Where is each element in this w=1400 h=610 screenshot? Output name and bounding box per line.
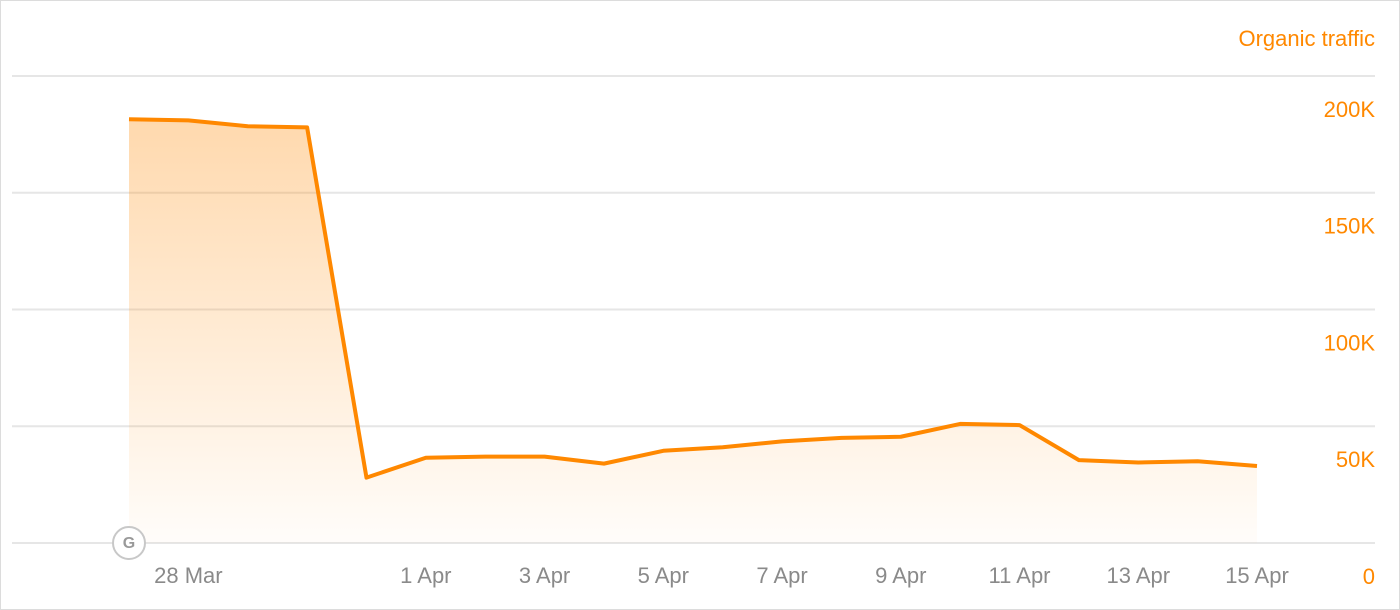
- x-tick-label: 11 Apr: [989, 563, 1051, 588]
- y-tick-label: 0: [1363, 564, 1375, 589]
- annotation-label: G: [123, 535, 135, 552]
- x-tick-label: 1 Apr: [400, 563, 451, 588]
- x-tick-label: 9 Apr: [875, 563, 926, 588]
- x-tick-label: 7 Apr: [756, 563, 807, 588]
- annotation-marker: [112, 526, 146, 560]
- line: [128, 117, 1258, 480]
- y-tick-label: 100K: [1324, 330, 1376, 355]
- x-tick-label: 3 Apr: [519, 563, 570, 588]
- y-tick-label: 150K: [1324, 214, 1376, 239]
- x-tick-label: 28 Mar: [154, 563, 222, 588]
- x-tick-label: 13 Apr: [1106, 563, 1170, 588]
- y-tick-label: 200K: [1324, 97, 1376, 122]
- area: [129, 119, 1257, 543]
- x-tick-label: 15 Apr: [1225, 563, 1289, 588]
- x-tick-label: 5 Apr: [638, 563, 689, 588]
- legend-label: Organic traffic: [1238, 26, 1375, 51]
- y-tick-label: 50K: [1336, 447, 1375, 472]
